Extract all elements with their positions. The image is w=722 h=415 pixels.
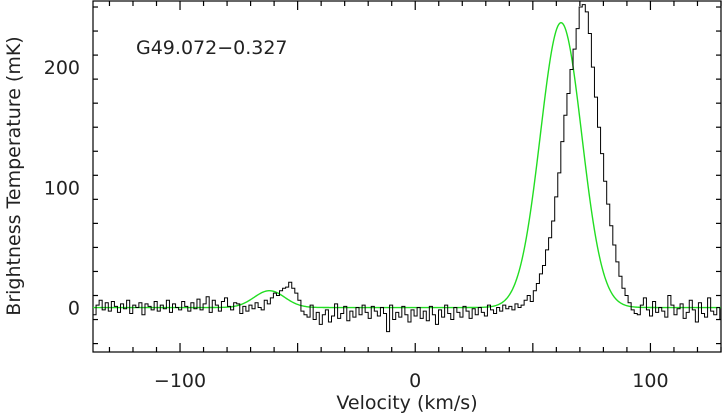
fit-layer <box>93 21 721 309</box>
y-tick-label: 200 <box>44 57 80 79</box>
tick-labels: −100 0 100 0 100 200 <box>44 57 669 392</box>
plot-frame <box>92 0 722 353</box>
fit-curve <box>93 21 721 309</box>
x-axis-label: Velocity (km/s) <box>336 392 477 414</box>
x-tick-label: −100 <box>154 370 206 392</box>
x-tick-label: 100 <box>632 370 668 392</box>
y-axis-label: Brightness Temperature (mK) <box>3 36 25 315</box>
ticks-layer <box>93 1 722 352</box>
y-tick-label: 0 <box>68 298 80 320</box>
spectrum-layer <box>93 4 721 333</box>
spectrum-trace <box>93 4 721 333</box>
x-tick-label: 0 <box>409 370 421 392</box>
y-tick-label: 100 <box>44 177 80 199</box>
source-annotation: G49.072−0.327 <box>136 37 288 59</box>
